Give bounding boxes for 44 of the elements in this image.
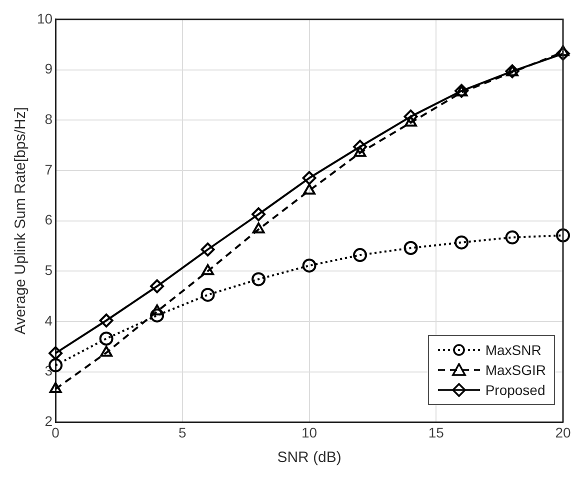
y-tick-label: 6: [44, 212, 53, 228]
point: [505, 230, 520, 244]
y-tick-label: 7: [44, 161, 53, 178]
point: [353, 248, 368, 262]
point: [150, 304, 164, 316]
point: [404, 110, 418, 124]
y-tick-label: 9: [44, 60, 53, 77]
point: [252, 272, 266, 286]
point: [150, 279, 164, 294]
point: [49, 382, 62, 393]
point: [200, 242, 215, 256]
y-tick-label: 2: [44, 413, 53, 430]
legend-label: Proposed: [485, 381, 546, 400]
point: [353, 140, 368, 154]
x-axis-title: SNR (dB): [277, 449, 342, 466]
point: [100, 346, 113, 357]
point: [556, 228, 570, 242]
y-tick-label: 5: [44, 262, 53, 278]
point: [404, 116, 417, 127]
point: [200, 288, 215, 302]
point: [202, 264, 214, 276]
x-tick-label: 20: [555, 424, 571, 440]
y-axis-title: Average Uplink Sum Rate[bps/Hz]: [12, 107, 30, 334]
y-tick-label: 4: [44, 312, 53, 328]
point: [99, 332, 114, 346]
point: [252, 222, 265, 234]
x-tick-label: 10: [301, 424, 318, 440]
point: [302, 258, 316, 273]
point: [454, 235, 469, 250]
point: [150, 308, 164, 322]
x-tick-label: 15: [428, 424, 444, 440]
point: [302, 171, 316, 186]
legend-label: MaxSNR: [485, 341, 542, 360]
y-tick-label: 10: [36, 10, 53, 26]
x-tick-label: 5: [178, 424, 187, 440]
y-tick-label: 8: [44, 110, 53, 127]
point: [303, 184, 316, 195]
point: [99, 313, 114, 328]
x-tick-label: 0: [52, 424, 60, 440]
legend-label: MaxSGIR: [485, 361, 546, 380]
point: [48, 346, 63, 360]
point: [354, 146, 366, 157]
point: [252, 207, 266, 222]
point: [404, 240, 418, 255]
